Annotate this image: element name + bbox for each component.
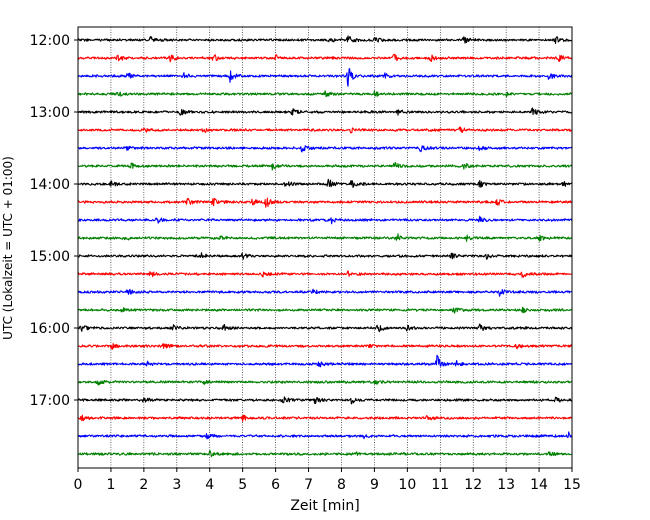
y-tick-label: 16:00 [30, 321, 70, 337]
trace-1445 [77, 233, 573, 242]
y-tick-label: 17:00 [30, 393, 70, 409]
trace-1730 [77, 431, 573, 440]
x-tick-label: 14 [530, 477, 548, 493]
x-tick-label: 10 [398, 477, 416, 493]
y-tick-label: 13:00 [30, 105, 70, 121]
trace-1215 [77, 53, 573, 63]
seismogram-traces [77, 35, 573, 458]
x-tick-label: 1 [106, 477, 115, 493]
trace-1245 [77, 90, 573, 98]
x-tick-label: 4 [205, 477, 214, 493]
trace-1430 [77, 215, 573, 225]
trace-1200 [77, 35, 573, 44]
trace-1300 [77, 107, 573, 116]
x-tick-label: 8 [337, 477, 346, 493]
trace-1545 [77, 306, 573, 314]
x-tick-label: 2 [139, 477, 148, 493]
trace-1330 [77, 145, 573, 153]
trace-1600 [77, 323, 573, 333]
trace-1630 [77, 354, 573, 368]
trace-1645 [77, 379, 573, 386]
y-axis-ticks: 12:00 13:00 14:00 15:00 16:00 17:00 [30, 33, 78, 409]
x-tick-label: 15 [563, 477, 581, 493]
x-tick-label: 0 [74, 477, 83, 493]
trace-1515 [77, 270, 573, 278]
x-tick-label: 9 [370, 477, 379, 493]
trace-1400 [77, 178, 573, 189]
x-axis-label: Zeit [min] [290, 498, 359, 514]
y-tick-label: 15:00 [30, 249, 70, 265]
x-tick-label: 3 [172, 477, 181, 493]
trace-1415 [77, 197, 573, 208]
x-tick-label: 13 [497, 477, 515, 493]
x-tick-label: 11 [431, 477, 449, 493]
trace-1230 [77, 68, 573, 87]
trace-1530 [77, 288, 573, 297]
x-tick-label: 6 [271, 477, 280, 493]
x-tick-label: 12 [464, 477, 482, 493]
y-tick-label: 12:00 [30, 33, 70, 49]
y-tick-label: 14:00 [30, 177, 70, 193]
plot-frame [77, 26, 573, 469]
x-axis-ticks: 0 1 2 3 4 5 6 7 8 9 10 11 12 13 14 15 [74, 468, 581, 493]
trace-1715 [77, 414, 573, 422]
x-tick-label: 5 [238, 477, 247, 493]
trace-1500 [77, 252, 573, 260]
y-axis-label: UTC (Lokalzeit = UTC + 01:00) [1, 156, 15, 340]
x-tick-label: 7 [304, 477, 313, 493]
trace-1700 [77, 396, 573, 405]
trace-1345 [77, 161, 573, 171]
trace-1615 [77, 342, 573, 350]
trace-1745 [77, 450, 573, 458]
grid-lines [110, 27, 540, 468]
trace-1315 [77, 126, 573, 134]
